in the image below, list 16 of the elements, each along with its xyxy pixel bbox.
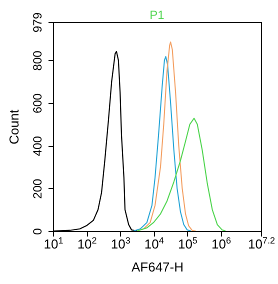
x-tick-label: 10$^{3}$ (110, 236, 130, 252)
y-tick-label: 979 (30, 12, 44, 33)
x-tick-label: 10$^{2}$ (77, 236, 97, 252)
chart-title: P1 (150, 8, 165, 22)
x-tick-label: 10$^{7.2}$ (248, 236, 275, 252)
x-tick-label: 10$^{1}$ (44, 236, 64, 252)
y-tick-label: 800 (30, 50, 44, 71)
x-axis-title: AF647-H (131, 260, 184, 274)
y-tick-label: 400 (30, 136, 44, 156)
x-tick-label: 10$^{4}$ (144, 236, 164, 252)
x-tick-label: 10$^{5}$ (178, 236, 198, 252)
x-tick-label: 10$^{6}$ (212, 236, 231, 252)
y-tick-label: 200 (30, 178, 44, 199)
y-tick-label: 0 (30, 228, 44, 235)
y-axis-title: Count (6, 109, 22, 144)
y-tick-label: 600 (30, 93, 44, 114)
